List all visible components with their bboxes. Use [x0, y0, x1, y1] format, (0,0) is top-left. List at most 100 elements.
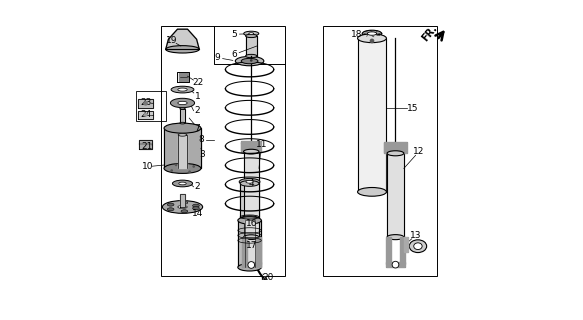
- Text: 21: 21: [142, 142, 153, 151]
- Text: 18: 18: [351, 30, 363, 39]
- Text: 19: 19: [166, 36, 177, 45]
- Polygon shape: [164, 124, 201, 168]
- Ellipse shape: [166, 46, 199, 53]
- Text: 13: 13: [410, 231, 422, 240]
- Polygon shape: [179, 73, 188, 81]
- Polygon shape: [357, 38, 387, 192]
- Ellipse shape: [409, 240, 427, 252]
- Circle shape: [143, 113, 147, 117]
- Polygon shape: [244, 152, 259, 237]
- Ellipse shape: [178, 88, 187, 91]
- Ellipse shape: [170, 98, 195, 108]
- Ellipse shape: [241, 58, 258, 64]
- Polygon shape: [262, 277, 266, 279]
- Polygon shape: [180, 109, 185, 123]
- Ellipse shape: [245, 54, 257, 58]
- Text: 8: 8: [198, 135, 204, 144]
- Text: 14: 14: [192, 209, 203, 218]
- Ellipse shape: [244, 149, 259, 154]
- Ellipse shape: [164, 123, 201, 133]
- Polygon shape: [386, 262, 405, 267]
- Ellipse shape: [236, 56, 264, 66]
- Ellipse shape: [167, 203, 174, 206]
- Ellipse shape: [414, 243, 422, 250]
- Ellipse shape: [178, 101, 187, 105]
- Ellipse shape: [180, 122, 185, 124]
- Ellipse shape: [181, 201, 188, 204]
- Polygon shape: [241, 141, 261, 152]
- Ellipse shape: [179, 182, 186, 185]
- Ellipse shape: [178, 205, 187, 208]
- Ellipse shape: [164, 163, 201, 173]
- Circle shape: [370, 39, 374, 43]
- Ellipse shape: [192, 207, 199, 210]
- Polygon shape: [138, 99, 153, 108]
- Ellipse shape: [249, 33, 254, 35]
- Text: 5: 5: [231, 30, 237, 39]
- Circle shape: [175, 164, 177, 166]
- Text: 4: 4: [248, 179, 254, 188]
- Text: 23: 23: [141, 99, 152, 108]
- Text: 22: 22: [192, 78, 203, 87]
- Ellipse shape: [192, 204, 199, 207]
- Text: 20: 20: [262, 273, 273, 282]
- Text: 1: 1: [195, 92, 201, 101]
- Ellipse shape: [387, 151, 404, 156]
- Circle shape: [392, 261, 399, 268]
- Ellipse shape: [357, 188, 387, 196]
- Polygon shape: [387, 153, 404, 237]
- Polygon shape: [384, 142, 406, 153]
- Text: 7: 7: [195, 124, 201, 132]
- Bar: [136, 91, 166, 121]
- Polygon shape: [386, 237, 391, 264]
- Ellipse shape: [244, 31, 259, 36]
- Ellipse shape: [367, 32, 377, 35]
- Text: 2: 2: [195, 106, 201, 115]
- Circle shape: [250, 59, 252, 62]
- Ellipse shape: [180, 108, 185, 109]
- Text: FR.: FR.: [420, 23, 440, 44]
- Ellipse shape: [163, 201, 203, 213]
- Text: 11: 11: [255, 140, 267, 149]
- Ellipse shape: [362, 30, 382, 37]
- Ellipse shape: [245, 34, 257, 37]
- Circle shape: [143, 101, 148, 106]
- Ellipse shape: [238, 217, 261, 224]
- Text: 10: 10: [142, 162, 153, 171]
- Polygon shape: [240, 183, 259, 219]
- Ellipse shape: [181, 210, 188, 213]
- Ellipse shape: [387, 235, 404, 240]
- Ellipse shape: [167, 208, 174, 211]
- Text: 9: 9: [215, 53, 220, 62]
- Polygon shape: [244, 220, 255, 267]
- Circle shape: [248, 262, 255, 268]
- Polygon shape: [400, 237, 405, 264]
- Polygon shape: [181, 194, 184, 207]
- Ellipse shape: [357, 34, 387, 43]
- Polygon shape: [139, 140, 152, 149]
- Text: 12: 12: [413, 147, 424, 156]
- Polygon shape: [404, 237, 408, 252]
- Polygon shape: [238, 220, 261, 267]
- Polygon shape: [138, 111, 153, 119]
- Text: 15: 15: [406, 103, 418, 113]
- Text: 3: 3: [200, 150, 205, 159]
- Text: 17: 17: [245, 241, 257, 250]
- Ellipse shape: [171, 86, 194, 93]
- Polygon shape: [245, 36, 257, 56]
- Circle shape: [188, 170, 191, 173]
- Ellipse shape: [178, 133, 187, 136]
- Ellipse shape: [173, 180, 192, 187]
- Text: 24: 24: [141, 110, 152, 119]
- Ellipse shape: [240, 180, 259, 186]
- Polygon shape: [166, 29, 199, 49]
- Polygon shape: [254, 263, 258, 265]
- Polygon shape: [242, 237, 247, 264]
- Circle shape: [170, 169, 173, 172]
- Text: 2: 2: [195, 182, 201, 191]
- Text: 6: 6: [231, 50, 237, 59]
- Polygon shape: [242, 262, 261, 267]
- Ellipse shape: [240, 216, 259, 221]
- Polygon shape: [178, 135, 187, 168]
- Ellipse shape: [246, 180, 253, 183]
